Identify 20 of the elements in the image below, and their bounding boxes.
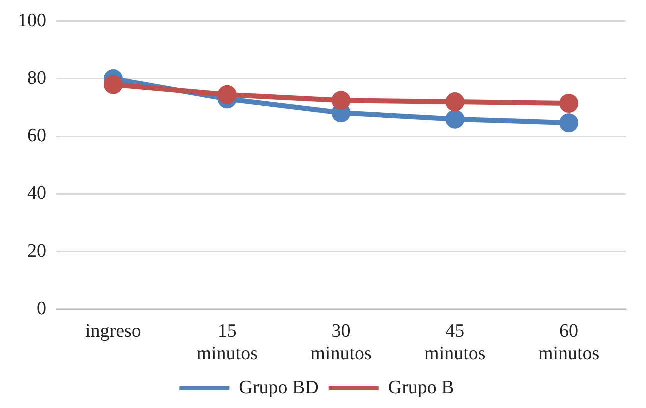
y-tick-label: 0 [37,298,46,320]
x-tick-label: 30 minutos [310,320,372,365]
x-tick-label: 15 minutos [196,320,258,365]
point [446,110,465,129]
x-tick-label: 45 minutos [424,320,486,365]
y-tick-label: 20 [28,240,46,262]
x-tick-label: 60 minutos [538,320,600,365]
x-tick-label: ingreso [85,320,142,342]
point [218,85,237,104]
point [560,114,579,133]
y-tick-label: 80 [28,68,46,89]
y-tick-label: 40 [28,183,46,204]
point [560,94,579,113]
legend-label: Grupo B [388,377,454,398]
point [332,91,351,110]
legend-label: Grupo BD [239,377,319,398]
point [446,92,465,112]
point [104,75,123,94]
y-tick-label: 60 [28,126,46,147]
y-tick-label: 100 [18,10,46,32]
